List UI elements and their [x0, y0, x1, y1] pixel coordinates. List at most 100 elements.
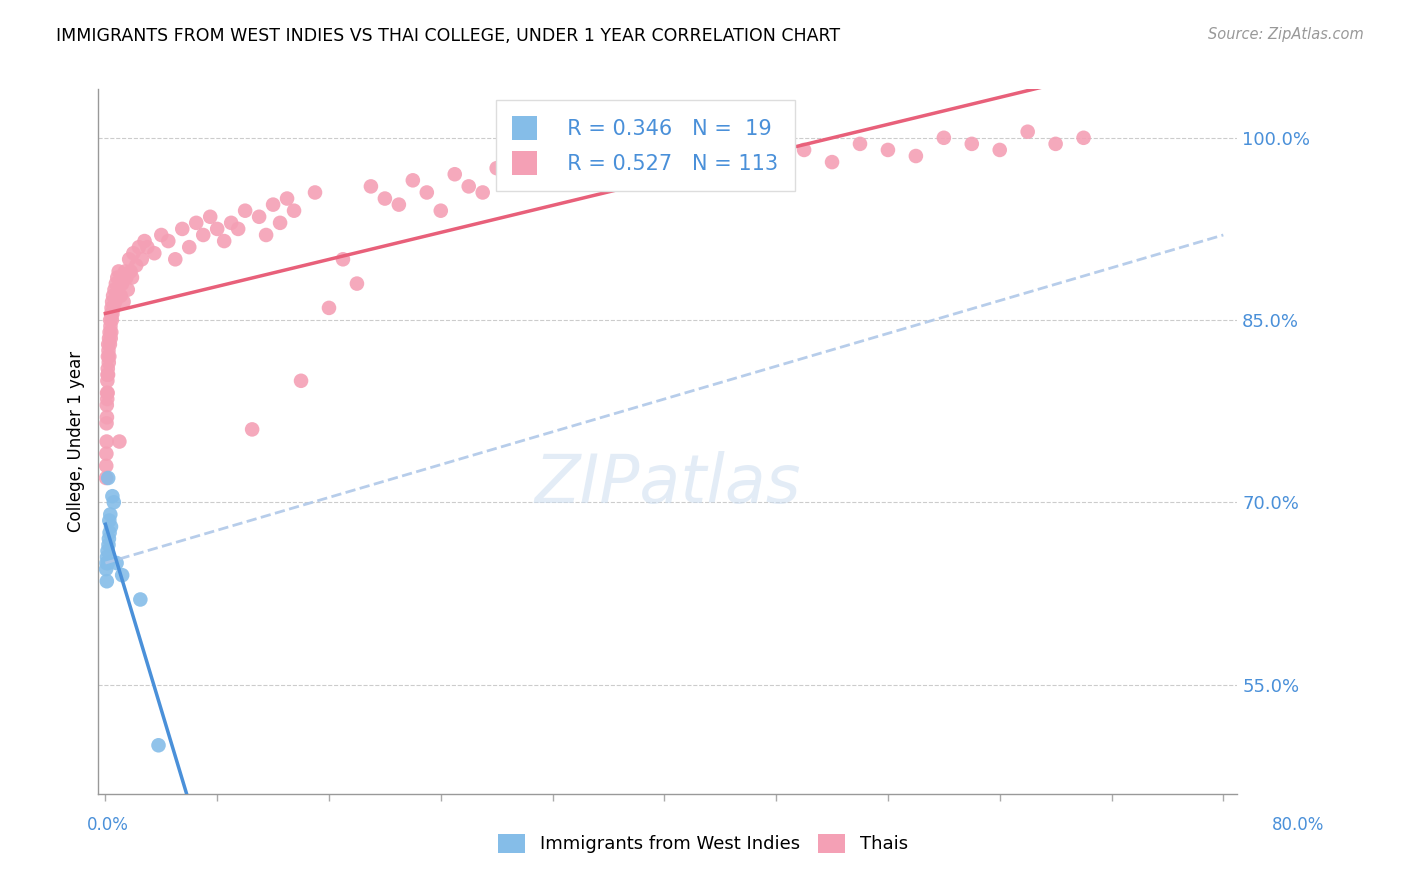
- Point: [318, 301, 340, 315]
- Point: [101, 489, 124, 503]
- Point: [626, 161, 648, 176]
- Point: [125, 259, 148, 273]
- Point: [96, 386, 118, 401]
- Point: [485, 161, 508, 176]
- Point: [143, 246, 166, 260]
- Y-axis label: College, Under 1 year: College, Under 1 year: [66, 351, 84, 533]
- Point: [416, 186, 439, 200]
- Point: [654, 143, 676, 157]
- Point: [932, 130, 955, 145]
- Point: [262, 197, 284, 211]
- Point: [98, 514, 121, 528]
- Point: [1017, 125, 1039, 139]
- Point: [219, 216, 242, 230]
- Point: [107, 283, 129, 297]
- Point: [98, 350, 121, 364]
- Point: [332, 252, 354, 267]
- Point: [205, 222, 228, 236]
- Point: [849, 136, 872, 151]
- Point: [157, 234, 180, 248]
- Point: [98, 525, 121, 540]
- Point: [111, 568, 134, 582]
- Point: [103, 495, 125, 509]
- Point: [122, 246, 145, 260]
- Point: [765, 149, 787, 163]
- Point: [103, 283, 125, 297]
- Point: [97, 532, 120, 546]
- Point: [443, 167, 465, 181]
- Point: [110, 289, 132, 303]
- Point: [429, 203, 451, 218]
- Point: [100, 319, 122, 334]
- Point: [96, 417, 118, 431]
- Point: [247, 210, 270, 224]
- Point: [104, 277, 127, 291]
- Point: [94, 562, 117, 576]
- Point: [97, 556, 120, 570]
- Point: [117, 283, 139, 297]
- Point: [471, 186, 494, 200]
- Point: [128, 240, 150, 254]
- Point: [100, 519, 122, 533]
- Point: [97, 337, 120, 351]
- Point: [96, 434, 118, 449]
- Point: [165, 252, 187, 267]
- Point: [360, 179, 382, 194]
- Point: [709, 161, 731, 176]
- Point: [904, 149, 927, 163]
- Point: [101, 313, 124, 327]
- Point: [569, 173, 592, 187]
- Point: [226, 222, 249, 236]
- Point: [200, 210, 222, 224]
- Point: [737, 136, 759, 151]
- Point: [304, 186, 326, 200]
- Point: [150, 227, 173, 242]
- Point: [96, 458, 118, 473]
- Point: [96, 374, 118, 388]
- Point: [96, 410, 118, 425]
- Point: [101, 307, 124, 321]
- Point: [821, 155, 844, 169]
- Point: [172, 222, 194, 236]
- Text: 80.0%: 80.0%: [1272, 816, 1324, 834]
- Point: [100, 325, 122, 339]
- Text: ZIPatlas: ZIPatlas: [534, 450, 801, 516]
- Point: [101, 289, 124, 303]
- Text: IMMIGRANTS FROM WEST INDIES VS THAI COLLEGE, UNDER 1 YEAR CORRELATION CHART: IMMIGRANTS FROM WEST INDIES VS THAI COLL…: [56, 27, 841, 45]
- Point: [290, 374, 312, 388]
- Point: [988, 143, 1011, 157]
- Point: [98, 508, 121, 522]
- Text: 0.0%: 0.0%: [87, 816, 129, 834]
- Point: [793, 143, 815, 157]
- Point: [112, 294, 135, 309]
- Point: [97, 350, 120, 364]
- Point: [193, 227, 215, 242]
- Point: [131, 252, 153, 267]
- Point: [457, 179, 479, 194]
- Point: [97, 368, 120, 382]
- Point: [105, 289, 128, 303]
- Point: [103, 301, 125, 315]
- Point: [877, 143, 900, 157]
- Point: [240, 422, 263, 436]
- Point: [111, 277, 134, 291]
- Point: [513, 155, 536, 169]
- Point: [374, 192, 396, 206]
- Point: [541, 167, 564, 181]
- Point: [96, 392, 118, 406]
- Point: [97, 355, 120, 369]
- Point: [1045, 136, 1067, 151]
- Point: [107, 264, 129, 278]
- Point: [269, 216, 291, 230]
- Point: [121, 270, 143, 285]
- Point: [105, 270, 128, 285]
- Point: [101, 294, 124, 309]
- Point: [179, 240, 201, 254]
- Point: [105, 556, 128, 570]
- Point: [96, 574, 118, 589]
- Point: [100, 307, 122, 321]
- Point: [96, 368, 118, 382]
- Point: [148, 739, 170, 753]
- Text: Source: ZipAtlas.com: Source: ZipAtlas.com: [1208, 27, 1364, 42]
- Point: [212, 234, 235, 248]
